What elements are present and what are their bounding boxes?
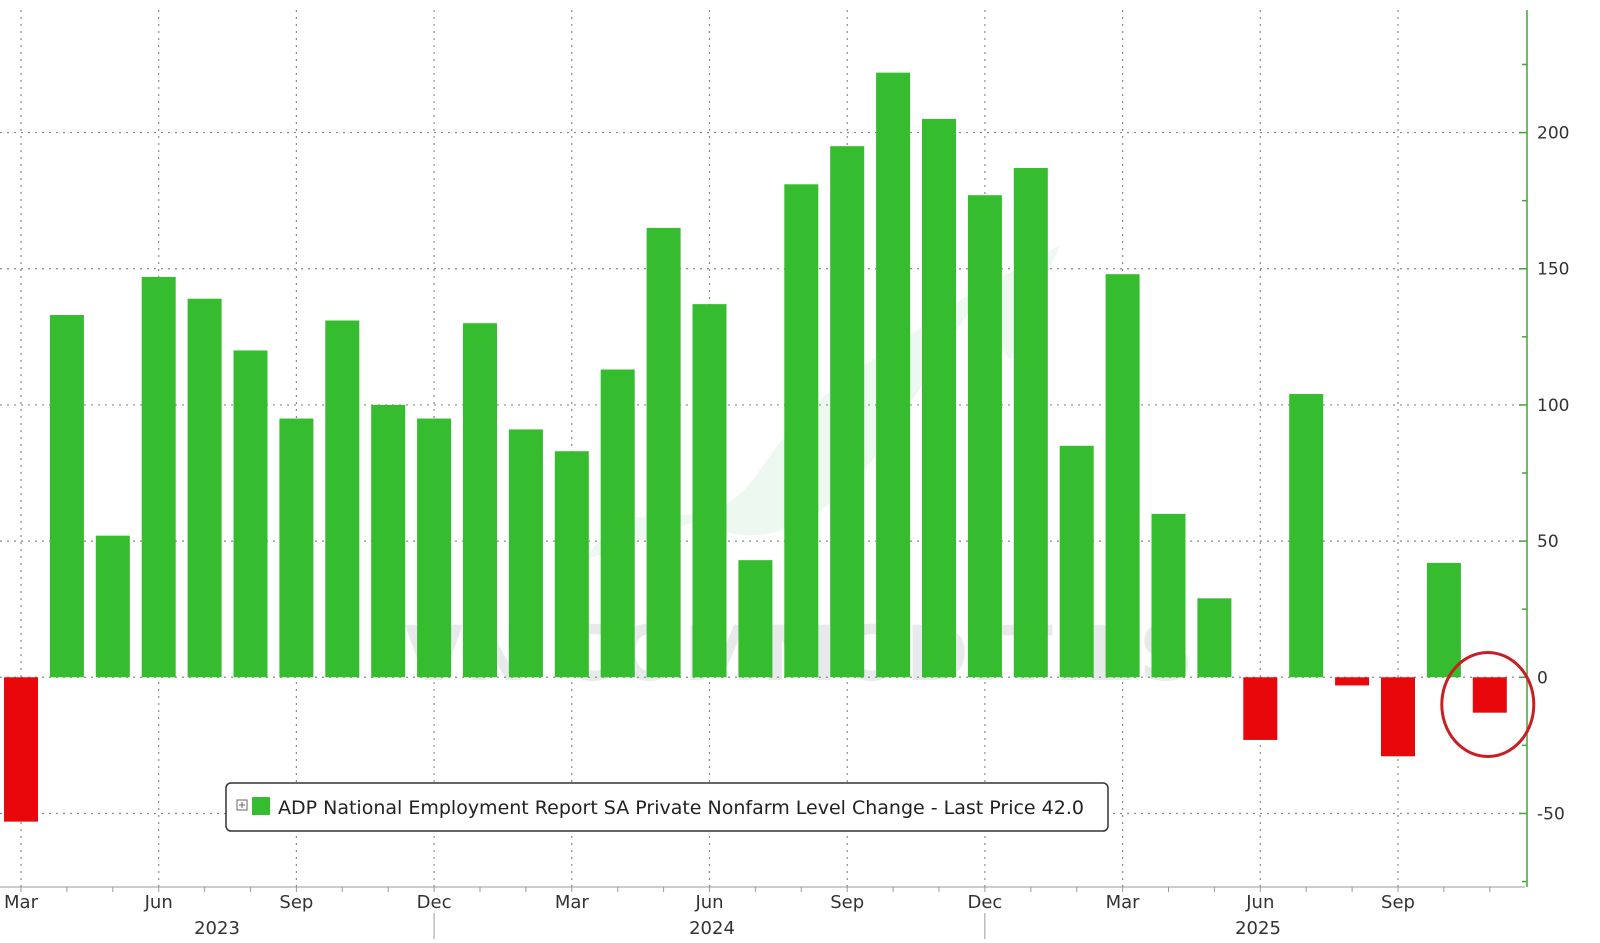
bar <box>1059 445 1094 678</box>
bar <box>371 404 406 678</box>
x-tick-label: Dec <box>967 892 1002 913</box>
y-tick-label: 200 <box>1537 124 1569 144</box>
bar <box>922 118 956 678</box>
bars-layer <box>4 72 1507 822</box>
x-tick-label: Jun <box>694 892 723 913</box>
bar <box>95 535 130 678</box>
bar <box>967 195 1002 678</box>
x-tick-label: Mar <box>4 892 39 913</box>
bar <box>417 418 452 678</box>
year-label: 2024 <box>689 918 735 939</box>
bar <box>876 72 911 678</box>
x-tick-label: Jun <box>144 892 173 913</box>
x-tick-label: Sep <box>830 892 864 913</box>
x-tick-label: Jun <box>1245 892 1274 913</box>
legend-layer: ADP National Employment Report SA Privat… <box>225 782 1109 832</box>
x-tick-label: Sep <box>279 892 313 913</box>
legend-swatch <box>252 797 270 815</box>
bar <box>463 323 497 678</box>
bar <box>508 429 543 678</box>
legend-box <box>225 782 1109 832</box>
y-tick-label: 50 <box>1537 532 1559 552</box>
legend-label: ADP National Employment Report SA Privat… <box>278 797 1084 819</box>
highlight-circle <box>1440 651 1536 759</box>
bar <box>1151 513 1186 678</box>
bar <box>1243 677 1278 740</box>
axis-layer: -50 0 50 100 150 200 Mar Jun Sep Dec Mar Jun Sep Dec M… <box>0 10 1569 939</box>
year-label: 2025 <box>1235 918 1281 939</box>
bar <box>187 298 222 678</box>
bar <box>1472 677 1507 713</box>
bar <box>554 451 589 678</box>
bar <box>646 227 681 678</box>
x-tick-label: Dec <box>417 892 452 913</box>
bar <box>1105 274 1140 678</box>
bar <box>1197 598 1232 678</box>
bar <box>1381 677 1415 757</box>
bar <box>141 276 176 678</box>
y-tick-label: -50 <box>1537 804 1565 824</box>
bar <box>600 369 635 678</box>
y-tick-label: 100 <box>1537 396 1569 416</box>
bar <box>784 184 819 678</box>
bar <box>1335 677 1370 686</box>
bar <box>233 350 268 678</box>
year-label: 2023 <box>194 918 240 939</box>
x-tick-label: Mar <box>555 892 590 913</box>
bar <box>692 304 727 678</box>
bar <box>4 677 38 822</box>
bar <box>1289 394 1324 678</box>
y-tick-label: 150 <box>1537 260 1569 280</box>
bar <box>49 315 84 678</box>
y-tick-label: 0 <box>1537 668 1548 688</box>
bar <box>279 418 314 678</box>
bar <box>830 146 865 678</box>
highlight-layer <box>1440 651 1536 759</box>
x-tick-label: Mar <box>1106 892 1141 913</box>
bar <box>738 560 773 678</box>
bar <box>325 320 360 678</box>
x-tick-label: Sep <box>1381 892 1415 913</box>
bar <box>1013 167 1048 678</box>
bar <box>1426 562 1461 678</box>
